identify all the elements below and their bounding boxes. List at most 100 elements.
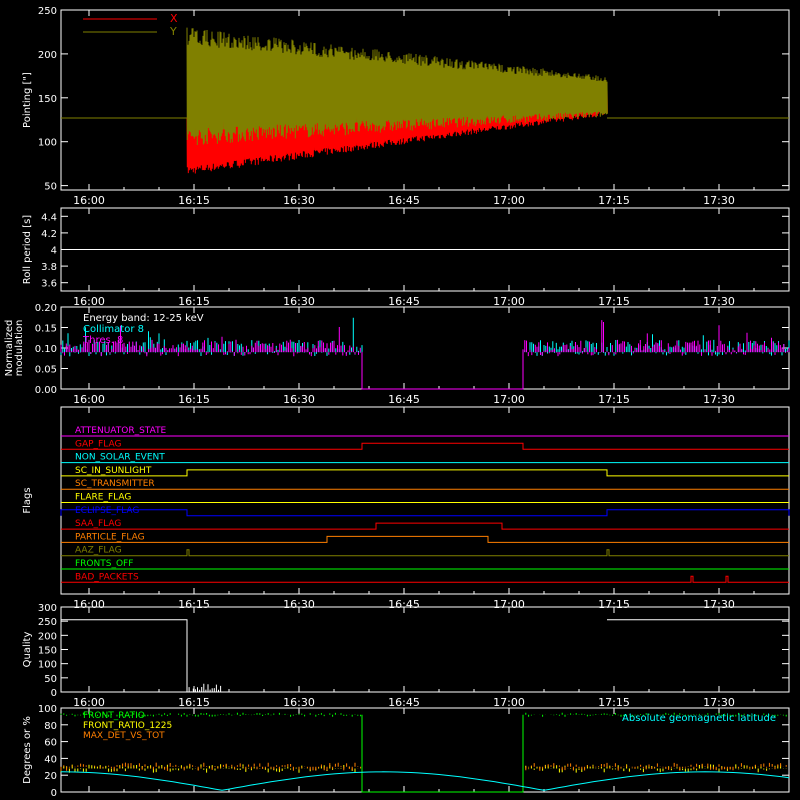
legend-label: FRONT_RATIO bbox=[83, 711, 145, 721]
flag-label: SC_IN_SUNLIGHT bbox=[75, 466, 152, 476]
x-tick-label: 16:30 bbox=[283, 295, 315, 308]
y-tick-label: 60 bbox=[44, 738, 57, 749]
panels: 16:00 16:15 16:30 16:45 17:00 17:15 17:30 Point… bbox=[4, 6, 790, 799]
y-tick-label: 50 bbox=[44, 674, 57, 685]
x-tick-label: 16:30 bbox=[283, 598, 315, 611]
panel-2: 16:00 16:15 16:30 16:45 17:00 17:15 17:30 Roll … bbox=[22, 207, 790, 308]
panel-6: Degrees or % 0 20 40 60 80 100 FRONT_RATIOFRONT… bbox=[22, 704, 790, 799]
x-tick-label: 16:30 bbox=[283, 393, 315, 406]
y-axis-label: Degrees or % bbox=[22, 716, 33, 784]
legend-label: FRONT_RATIO_1225 bbox=[83, 721, 172, 731]
front-ratio-gap bbox=[361, 714, 524, 793]
y-tick-label: 150 bbox=[38, 94, 57, 105]
x-tick-label: 17:30 bbox=[703, 598, 735, 611]
y-tick-label: 250 bbox=[38, 617, 57, 628]
flag-label: GAP_FLAG bbox=[75, 439, 121, 449]
flag-line bbox=[61, 469, 789, 477]
y-tick-label: 0.00 bbox=[35, 385, 57, 396]
flag-line bbox=[61, 535, 789, 543]
x-tick-label: 17:30 bbox=[703, 194, 735, 207]
x-tick-label: 16:15 bbox=[178, 598, 210, 611]
x-tick-label: 16:00 bbox=[73, 393, 105, 406]
modulation-annotation: Collimator 8 bbox=[83, 324, 144, 335]
x-tick-label: 17:00 bbox=[493, 295, 525, 308]
flag-label: FLARE_FLAG bbox=[75, 493, 131, 503]
flag-label: SC_TRANSMITTER bbox=[75, 479, 155, 489]
quality-segment bbox=[607, 619, 790, 692]
modulation-gap bbox=[361, 352, 524, 390]
panel-4: 16:00 16:15 16:30 16:45 17:00 17:15 17:30 Flags… bbox=[22, 406, 790, 611]
modulation-annotation: Thres. 8 bbox=[82, 335, 123, 346]
legend-label-y: Y bbox=[169, 25, 177, 38]
y-tick-label: 80 bbox=[44, 721, 57, 732]
flag-label: AAZ_FLAG bbox=[75, 546, 122, 556]
flag-label: ECLIPSE_FLAG bbox=[75, 506, 139, 516]
panel-3: 16:00 16:15 16:30 16:45 17:00 17:15 17:30 Norma… bbox=[4, 303, 790, 406]
series-max_det_vs_tot-line bbox=[60, 762, 787, 771]
x-tick-label: 16:00 bbox=[73, 295, 105, 308]
legend-label-x: X bbox=[170, 12, 178, 25]
y-tick-label: 4 bbox=[51, 246, 57, 257]
modulation-trace-2 bbox=[60, 320, 790, 357]
x-tick-label: 16:45 bbox=[388, 295, 420, 308]
flag-line bbox=[60, 509, 790, 517]
x-tick-label: 17:15 bbox=[598, 598, 630, 611]
flag-label: NON_SOLAR_EVENT bbox=[75, 453, 165, 463]
x-tick-label: 16:45 bbox=[388, 696, 420, 709]
y-axis-label: Normalized bbox=[4, 320, 15, 377]
x-tick-label: 16:15 bbox=[178, 393, 210, 406]
y-tick-label: 0 bbox=[51, 788, 57, 799]
flag-label: BAD_PACKETS bbox=[75, 572, 139, 582]
x-tick-label: 16:30 bbox=[283, 696, 315, 709]
x-tick-label: 17:00 bbox=[493, 696, 525, 709]
y-axis-label: Pointing ["] bbox=[22, 72, 33, 128]
panel-frame bbox=[60, 406, 790, 595]
x-tick-label: 17:30 bbox=[703, 696, 735, 709]
y-tick-label: 300 bbox=[38, 603, 57, 614]
x-tick-label: 16:45 bbox=[388, 393, 420, 406]
x-tick-label: 17:30 bbox=[703, 295, 735, 308]
flag-line bbox=[61, 442, 789, 450]
flag-line bbox=[61, 575, 789, 583]
y-tick-label: 200 bbox=[38, 631, 57, 642]
x-tick-label: 16:15 bbox=[178, 696, 210, 709]
x-tick-label: 16:30 bbox=[283, 194, 315, 207]
quality-spikes bbox=[186, 683, 222, 692]
x-tick-label: 16:15 bbox=[178, 295, 210, 308]
y-tick-label: 3.8 bbox=[41, 262, 57, 273]
y-tick-label: 0.10 bbox=[35, 344, 57, 355]
legend-label: MAX_DET_VS_TOT bbox=[83, 731, 165, 741]
y-tick-label: 0.15 bbox=[35, 324, 57, 335]
y-tick-label: 50 bbox=[44, 182, 57, 193]
x-tick-label: 16:00 bbox=[73, 598, 105, 611]
geomagnetic-annotation: Absolute geomagnetic latitude bbox=[622, 713, 776, 724]
y-tick-label: 20 bbox=[44, 771, 57, 782]
y-tick-label: 150 bbox=[38, 646, 57, 657]
x-tick-label: 16:45 bbox=[388, 598, 420, 611]
y-tick-label: 100 bbox=[38, 138, 57, 149]
x-tick-label: 17:15 bbox=[598, 295, 630, 308]
y-tick-label: 100 bbox=[38, 704, 57, 715]
flag-line bbox=[61, 549, 789, 557]
y-tick-label: 40 bbox=[44, 754, 57, 765]
x-tick-label: 16:45 bbox=[388, 194, 420, 207]
x-tick-label: 16:15 bbox=[178, 194, 210, 207]
x-tick-label: 17:00 bbox=[493, 194, 525, 207]
y-tick-label: 0.05 bbox=[35, 365, 57, 376]
flag-label: PARTICLE_FLAG bbox=[75, 532, 145, 542]
panel-1: 16:00 16:15 16:30 16:45 17:00 17:15 17:30 Point… bbox=[22, 6, 790, 207]
x-tick-label: 17:15 bbox=[598, 696, 630, 709]
y-axis-label: Quality bbox=[22, 632, 33, 668]
panel-frame bbox=[60, 9, 790, 191]
x-tick-label: 17:00 bbox=[493, 598, 525, 611]
x-tick-label: 17:15 bbox=[598, 194, 630, 207]
y-tick-label: 4.2 bbox=[41, 229, 57, 240]
quality-segment bbox=[61, 619, 188, 692]
x-tick-label: 16:00 bbox=[73, 696, 105, 709]
geomagnetic-latitude-line bbox=[60, 771, 790, 791]
y-tick-label: 4.4 bbox=[41, 212, 57, 223]
x-tick-label: 17:15 bbox=[598, 393, 630, 406]
y-tick-label: 250 bbox=[38, 6, 57, 17]
y-axis-label: modulation bbox=[14, 320, 25, 377]
